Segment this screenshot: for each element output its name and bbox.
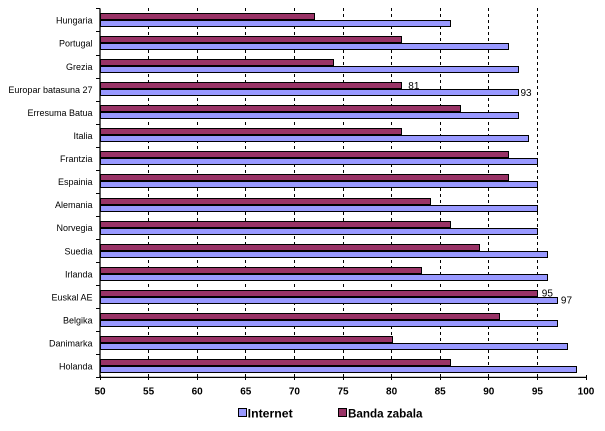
svg-text:Banda zabala: Banda zabala: [348, 407, 423, 421]
svg-text:55: 55: [143, 386, 155, 397]
svg-text:Hungaria: Hungaria: [56, 16, 93, 26]
svg-text:95: 95: [532, 386, 544, 397]
svg-text:Italia: Italia: [73, 131, 92, 141]
svg-text:75: 75: [337, 386, 349, 397]
svg-text:100: 100: [578, 386, 595, 397]
svg-text:Espainia: Espainia: [58, 177, 93, 187]
svg-text:93: 93: [521, 88, 533, 99]
svg-text:Norvegia: Norvegia: [56, 223, 92, 233]
svg-text:60: 60: [192, 386, 204, 397]
svg-text:Frantzia: Frantzia: [60, 154, 93, 164]
svg-text:Belgika: Belgika: [63, 315, 93, 325]
svg-text:Europar batasuna 27: Europar batasuna 27: [8, 85, 92, 95]
svg-text:Euskal AE: Euskal AE: [51, 292, 92, 302]
svg-text:50: 50: [94, 386, 106, 397]
svg-text:70: 70: [289, 386, 301, 397]
svg-text:Alemania: Alemania: [55, 200, 93, 210]
svg-text:Internet: Internet: [248, 407, 293, 421]
svg-text:90: 90: [483, 386, 495, 397]
svg-text:Portugal: Portugal: [59, 39, 93, 49]
svg-text:Holanda: Holanda: [59, 362, 93, 372]
svg-text:Irlanda: Irlanda: [65, 269, 93, 279]
svg-text:65: 65: [240, 386, 252, 397]
svg-text:Erresuma Batua: Erresuma Batua: [27, 108, 92, 118]
svg-text:Suedia: Suedia: [64, 246, 92, 256]
svg-text:81: 81: [408, 81, 420, 92]
svg-text:Danimarka: Danimarka: [49, 339, 93, 349]
svg-text:85: 85: [435, 386, 447, 397]
svg-text:Grezia: Grezia: [66, 62, 93, 72]
svg-text:97: 97: [561, 296, 573, 307]
svg-text:95: 95: [542, 288, 554, 299]
svg-text:80: 80: [386, 386, 398, 397]
